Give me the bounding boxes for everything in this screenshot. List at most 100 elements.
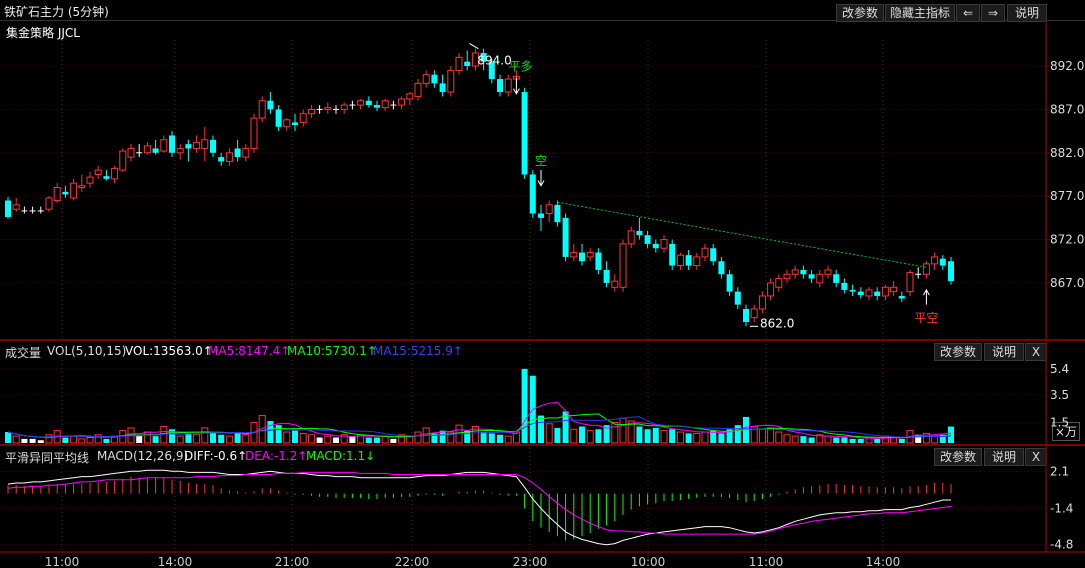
candle-body <box>374 105 380 108</box>
close-short-signal: 平空 <box>914 311 938 325</box>
macd-tick-label: -4.8 <box>1050 538 1073 552</box>
volume-bar <box>783 434 791 444</box>
close-long-signal: 平多 <box>508 59 532 73</box>
volume-panel-divider <box>0 444 1085 446</box>
candle-body <box>176 147 184 154</box>
close-long-arrow <box>512 77 520 95</box>
volume-params-button[interactable]: 改参数 <box>934 343 982 361</box>
volume-bar <box>644 429 651 443</box>
volume-ma15: MA15:5215.9↑ <box>373 344 463 358</box>
candle-body <box>865 289 873 297</box>
volume-bar <box>340 434 348 444</box>
hide-main-indicator-button[interactable]: 隐藏主指标 <box>885 4 955 22</box>
candle-body <box>210 139 216 153</box>
volume-bar <box>464 430 471 443</box>
prev-arrow-button[interactable]: ⇐ <box>956 4 980 22</box>
volume-bar <box>431 433 438 443</box>
volume-close-button[interactable]: X <box>1025 343 1047 361</box>
candle-body <box>906 272 914 293</box>
volume-bar <box>874 438 881 443</box>
candle-body <box>127 147 135 158</box>
volume-bar <box>676 431 684 444</box>
candle-body <box>62 191 69 195</box>
macd-close-button[interactable]: X <box>1025 448 1047 466</box>
candle-body <box>12 204 20 210</box>
volume-bar <box>734 425 741 443</box>
volume-bar <box>29 438 36 443</box>
candle-body <box>497 79 503 93</box>
volume-bar <box>242 434 250 444</box>
volume-bar <box>103 438 110 443</box>
volume-bar <box>636 426 643 443</box>
volume-bar <box>218 434 225 443</box>
candle-body <box>480 53 487 62</box>
candle-body <box>292 122 298 126</box>
candle-body <box>545 204 553 215</box>
high-marker-line <box>469 43 479 50</box>
candle-body <box>488 61 495 80</box>
volume-bar <box>62 437 69 443</box>
macd-params-button[interactable]: 改参数 <box>934 448 982 466</box>
high-label: 894.0 <box>477 54 511 68</box>
next-arrow-button[interactable]: ⇒ <box>981 4 1005 22</box>
volume-bar <box>627 420 635 444</box>
strategy-label: 集金策略 JJCL <box>6 26 80 40</box>
price-tick-label: 892.0 <box>1050 59 1084 73</box>
candle-body <box>143 145 151 154</box>
volume-bar <box>447 431 455 444</box>
volume-params: VOL(5,10,15) <box>47 344 127 358</box>
volume-bar <box>824 435 832 444</box>
macd-params: MACD(12,26,9) <box>97 449 189 463</box>
volume-bar <box>283 431 291 444</box>
candle-body <box>636 230 643 236</box>
candle-body <box>193 141 201 149</box>
volume-bar <box>562 411 569 443</box>
volume-bar <box>414 431 422 444</box>
main-panel-divider <box>0 339 1085 341</box>
volume-bar <box>390 438 397 443</box>
volume-ma15-line <box>7 416 952 438</box>
volume-bar <box>169 429 175 443</box>
volume-bar <box>152 436 159 443</box>
volume-bar <box>939 434 946 443</box>
volume-bar <box>579 426 585 443</box>
volume-bar <box>611 421 619 444</box>
candle-body <box>562 217 569 257</box>
volume-bar <box>652 427 659 443</box>
change-params-button[interactable]: 改参数 <box>836 4 884 22</box>
candle-body <box>595 252 602 270</box>
volume-bar <box>136 434 143 443</box>
candle-body <box>619 243 627 288</box>
help-button[interactable]: 说明 <box>1007 4 1047 22</box>
candle-body <box>283 119 291 128</box>
volume-help-button[interactable]: 说明 <box>984 343 1024 361</box>
candle-body <box>381 100 389 109</box>
candle-body <box>767 282 775 297</box>
candle-body <box>152 148 159 153</box>
volume-bar <box>948 426 954 443</box>
volume-bar <box>119 430 127 444</box>
candle-body <box>808 274 815 279</box>
macd-help-button[interactable]: 说明 <box>984 448 1024 466</box>
candle-body <box>743 308 749 322</box>
macd-value: MACD:1.1↓ <box>306 449 376 463</box>
candle-body <box>579 252 585 262</box>
x-tick-label: 14:00 <box>158 555 193 568</box>
candle-body <box>603 269 610 283</box>
volume-bar <box>800 436 807 443</box>
volume-bar <box>94 434 102 444</box>
volume-bar <box>833 437 840 443</box>
volume-bar <box>767 427 775 444</box>
candle-body <box>471 52 479 67</box>
candle-body <box>299 113 307 123</box>
candle-body <box>890 286 898 293</box>
candle-body <box>53 187 61 202</box>
candle-body <box>447 69 455 93</box>
candle-body <box>398 98 406 106</box>
candle-body <box>119 150 127 171</box>
candle-body <box>307 108 315 115</box>
candle-body <box>718 261 725 275</box>
volume-ma10: MA10:5730.1↑ <box>287 344 377 358</box>
volume-bar <box>234 433 241 443</box>
candle-body <box>800 269 807 275</box>
